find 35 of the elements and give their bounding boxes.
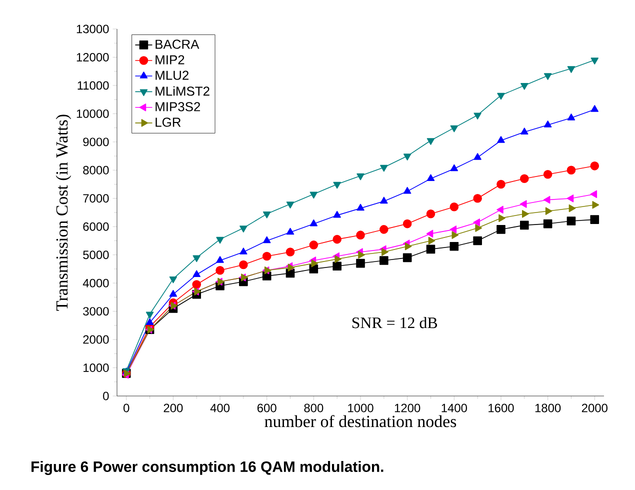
legend-label: MIP2 xyxy=(156,55,184,64)
y-tick-label: 4000 xyxy=(82,278,109,288)
y-tick-label: 9000 xyxy=(83,138,109,146)
x-tick-label: 0 xyxy=(124,404,130,412)
legend-label: MLU2 xyxy=(156,70,188,80)
x-tick-label: 200 xyxy=(164,404,183,412)
y-tick-label: 1000 xyxy=(84,364,109,372)
caption: Figure 6 Power consumption 16 QAM modulation. xyxy=(32,461,384,476)
legend-label: MLiMST2 xyxy=(156,86,210,96)
annotation: SNR = 12 dB xyxy=(352,316,438,328)
y-tick-label: 3000 xyxy=(83,307,109,316)
y-tick-label: 6000 xyxy=(83,222,109,231)
legend-label: BACRA xyxy=(156,40,200,49)
legend-label: MIP3S2 xyxy=(156,102,200,112)
x-tick-label: 1600 xyxy=(488,404,514,412)
x-tick-label: 600 xyxy=(257,404,276,412)
y-tick-label: 13000 xyxy=(76,24,109,34)
x-tick-label: 2000 xyxy=(582,404,608,412)
y-axis-title: Transmission Cost (in Watts) xyxy=(56,114,72,311)
y-tick-label: 11000 xyxy=(78,81,109,90)
x-tick-label: 800 xyxy=(304,404,324,412)
x-tick-label: 400 xyxy=(210,404,230,412)
y-tick-label: 12000 xyxy=(76,52,109,62)
y-tick-label: 0 xyxy=(103,392,109,400)
y-tick-label: 2000 xyxy=(83,335,109,344)
y-tick-label: 7000 xyxy=(83,194,109,203)
x-tick-label: 1000 xyxy=(348,404,374,412)
x-tick-label: 1200 xyxy=(394,404,420,412)
legend-label: LGR xyxy=(156,118,181,127)
y-tick-label: 10000 xyxy=(76,109,109,118)
y-tick-label: 8000 xyxy=(83,166,109,174)
x-tick-label: 1800 xyxy=(535,404,561,412)
x-tick-label: 1400 xyxy=(442,404,467,412)
x-axis-title: number of destination nodes xyxy=(264,415,456,428)
y-tick-label: 5000 xyxy=(83,250,109,260)
